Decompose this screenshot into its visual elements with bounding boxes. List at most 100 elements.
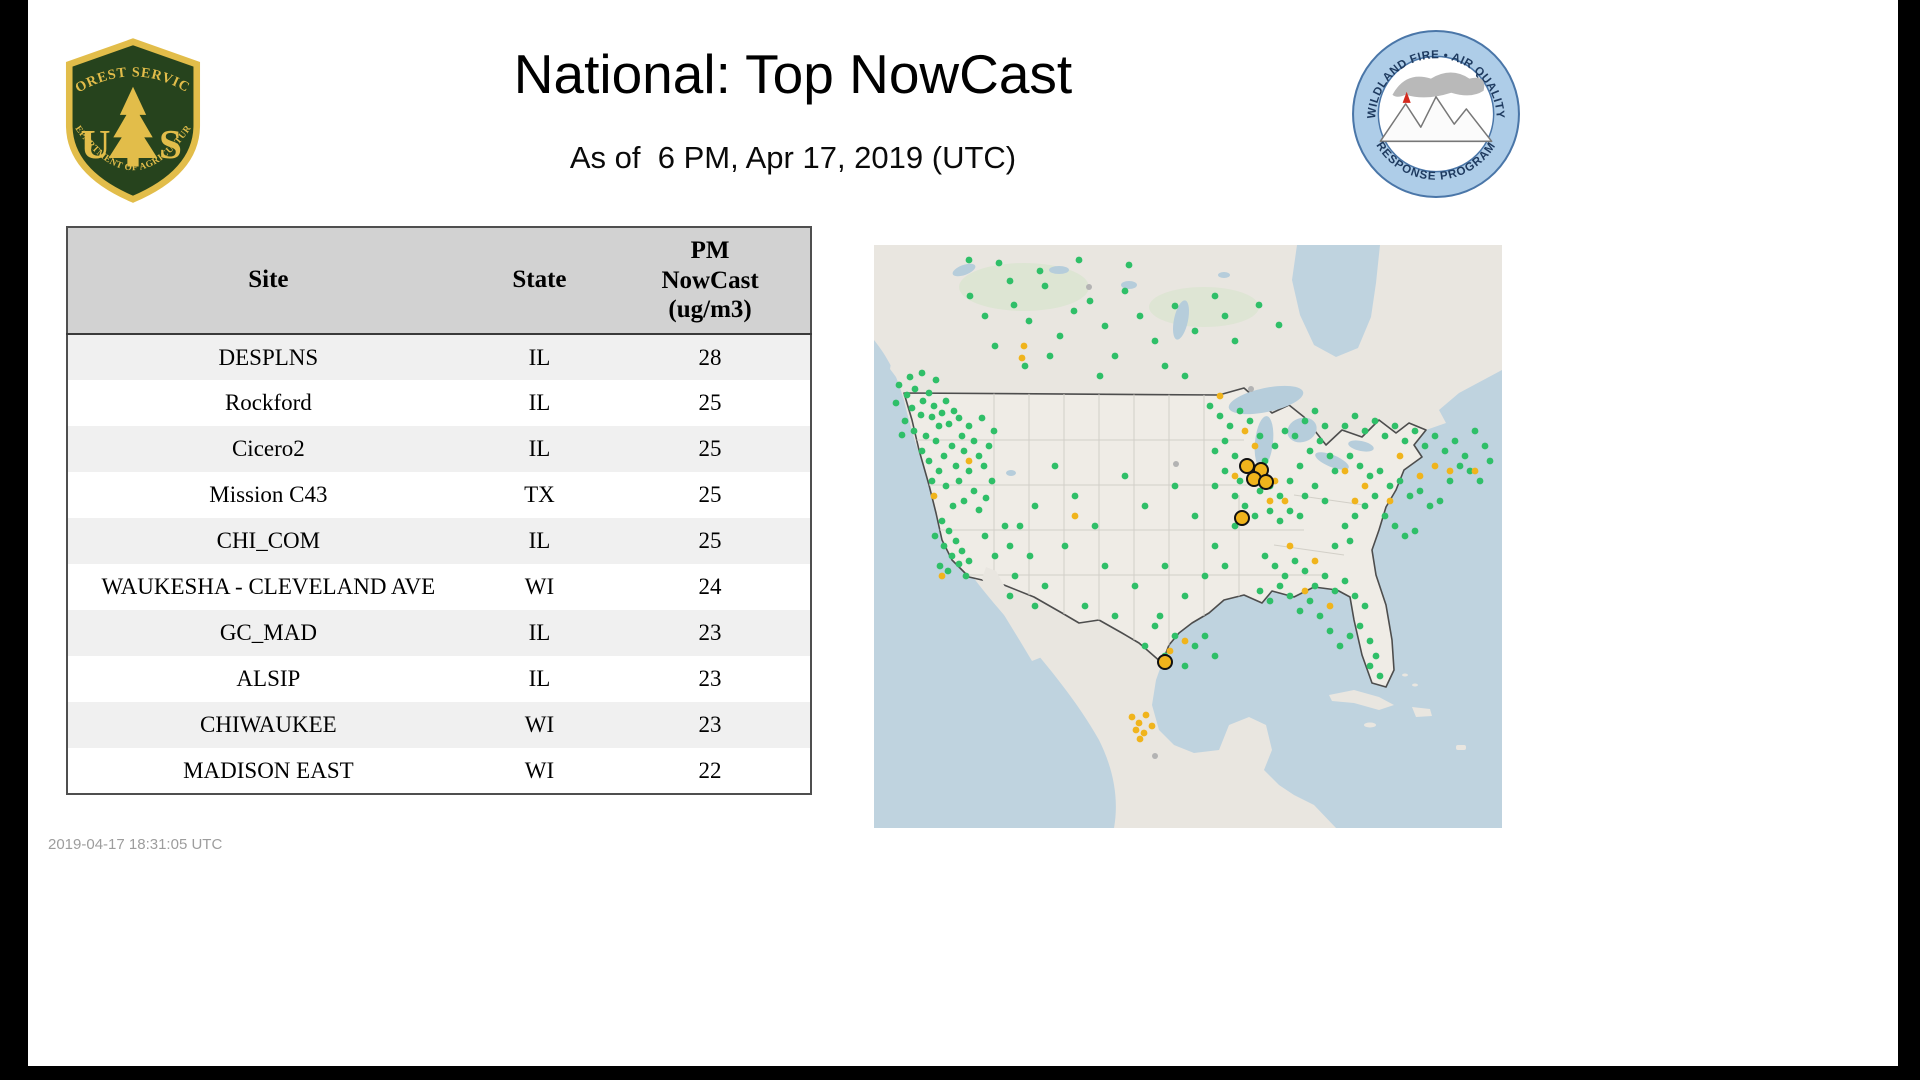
monitor-dot-green bbox=[960, 497, 968, 505]
monitor-dot-green bbox=[970, 487, 978, 495]
monitor-dot-gray bbox=[1173, 461, 1179, 467]
monitor-dot-yellow bbox=[1135, 719, 1143, 727]
monitor-dot-green bbox=[1476, 477, 1484, 485]
monitor-dot-green bbox=[1286, 477, 1294, 485]
monitor-dot-green bbox=[1211, 447, 1219, 455]
monitor-dot-green bbox=[901, 417, 909, 425]
monitor-dot-gray bbox=[1086, 284, 1092, 290]
monitor-dot-green bbox=[1421, 442, 1429, 450]
monitor-dot-green bbox=[1071, 492, 1079, 500]
monitor-dot-green bbox=[1136, 312, 1144, 320]
monitor-dot-green bbox=[1301, 567, 1309, 575]
monitor-dot-green bbox=[1221, 467, 1229, 475]
monitor-dot-green bbox=[1010, 301, 1018, 309]
monitor-dot-yellow bbox=[1018, 354, 1026, 362]
title-block: National: Top NowCast As of 6 PM, Apr 17… bbox=[328, 42, 1258, 176]
monitor-dot-green bbox=[919, 397, 927, 405]
monitor-dot-green bbox=[1026, 552, 1034, 560]
monitor-dot-green bbox=[1171, 482, 1179, 490]
monitor-dot-green bbox=[1036, 267, 1044, 275]
monitor-dot-green bbox=[970, 437, 978, 445]
monitor-dot-green bbox=[949, 502, 957, 510]
report-page: FOREST SERVICE U S DEPARTMENT OF AGRICUL… bbox=[28, 0, 1898, 1066]
monitor-dot-green bbox=[991, 552, 999, 560]
column-header-pm-line1: PM bbox=[690, 237, 730, 264]
monitor-dot-green bbox=[1201, 632, 1209, 640]
monitor-dot-green bbox=[1381, 432, 1389, 440]
monitor-dot-green bbox=[1411, 427, 1419, 435]
monitor-dot-green bbox=[1031, 502, 1039, 510]
site-cell: WAUKESHA - CLEVELAND AVE bbox=[101, 573, 436, 599]
monitor-dot-green bbox=[1366, 637, 1374, 645]
monitor-dot-green bbox=[1366, 472, 1374, 480]
site-cell: Mission C43 bbox=[209, 482, 328, 508]
monitor-dot-green bbox=[1291, 432, 1299, 440]
usfs-letter-u: U bbox=[81, 121, 111, 167]
monitor-dot-yellow bbox=[1386, 497, 1394, 505]
map-graphic bbox=[874, 245, 1502, 828]
monitor-dot-green bbox=[1236, 477, 1244, 485]
value-cell: 28 bbox=[698, 344, 722, 370]
monitor-dot-green bbox=[1275, 321, 1283, 329]
monitor-dot-green bbox=[928, 413, 936, 421]
monitor-dot-green bbox=[1241, 502, 1249, 510]
monitor-dot-green bbox=[1471, 427, 1479, 435]
monitor-dot-green bbox=[1296, 462, 1304, 470]
monitor-dot-green bbox=[1301, 492, 1309, 500]
monitor-dot-green bbox=[935, 422, 943, 430]
monitor-dot-yellow bbox=[1281, 497, 1289, 505]
monitor-dot-green bbox=[1281, 427, 1289, 435]
monitor-dot-green bbox=[1331, 467, 1339, 475]
monitor-dot-green bbox=[1401, 437, 1409, 445]
value-cell: 23 bbox=[698, 665, 722, 691]
monitor-dot-green bbox=[1276, 517, 1284, 525]
monitor-dot-green bbox=[1221, 312, 1229, 320]
state-cell: WI bbox=[524, 573, 555, 599]
state-cell: IL bbox=[528, 344, 551, 370]
state-cell: IL bbox=[528, 619, 551, 645]
usfs-letter-s: S bbox=[159, 121, 182, 167]
site-cell: ALSIP bbox=[236, 665, 301, 691]
value-cell: 25 bbox=[698, 436, 722, 462]
us-border-outline bbox=[903, 387, 1427, 688]
monitor-dot-green bbox=[1041, 282, 1049, 290]
monitor-dot-green bbox=[995, 259, 1003, 267]
site-cell: CHIWAUKEE bbox=[200, 711, 337, 737]
monitor-dot-green bbox=[1266, 597, 1274, 605]
monitor-dot-green bbox=[1356, 462, 1364, 470]
monitor-dot-green bbox=[1031, 602, 1039, 610]
site-cell: GC_MAD bbox=[219, 619, 317, 645]
monitor-dot-green bbox=[1351, 592, 1359, 600]
monitor-dot-green bbox=[928, 477, 936, 485]
site-cell: CHI_COM bbox=[216, 528, 321, 554]
monitor-dot-yellow bbox=[1326, 602, 1334, 610]
monitor-dot-green bbox=[1436, 497, 1444, 505]
monitor-dot-green bbox=[1021, 362, 1029, 370]
monitor-dot-yellow bbox=[1020, 342, 1028, 350]
monitor-dot-green bbox=[911, 385, 919, 393]
nowcast-table: Site State PM NowCast (ug/m3) DESPLNS IL 2… bbox=[66, 226, 812, 796]
monitor-dot-green bbox=[948, 442, 956, 450]
pacific-ocean bbox=[874, 340, 1116, 828]
monitor-dot-green bbox=[962, 572, 970, 580]
monitor-dot-green bbox=[945, 420, 953, 428]
monitor-dot-green bbox=[1331, 587, 1339, 595]
monitor-dot-highlight bbox=[1157, 654, 1173, 670]
monitor-dot-yellow bbox=[1416, 472, 1424, 480]
monitor-dot-green bbox=[1331, 542, 1339, 550]
monitor-dot-highlight bbox=[1234, 510, 1250, 526]
site-cell: MADISON EAST bbox=[183, 757, 354, 783]
monitor-dot-green bbox=[1311, 482, 1319, 490]
column-header-site: Site bbox=[67, 227, 469, 335]
monitor-dot-green bbox=[1191, 512, 1199, 520]
great-lakes bbox=[952, 263, 1374, 476]
monitor-dot-green bbox=[1361, 502, 1369, 510]
monitor-dot-green bbox=[1070, 307, 1078, 315]
monitor-dot-green bbox=[1211, 292, 1219, 300]
monitor-dot-yellow bbox=[1471, 467, 1479, 475]
monitor-dot-yellow bbox=[1351, 497, 1359, 505]
site-cell: DESPLNS bbox=[218, 344, 319, 370]
monitor-dot-green bbox=[1006, 542, 1014, 550]
monitor-dot-green bbox=[1451, 437, 1459, 445]
monitor-dot-green bbox=[966, 292, 974, 300]
